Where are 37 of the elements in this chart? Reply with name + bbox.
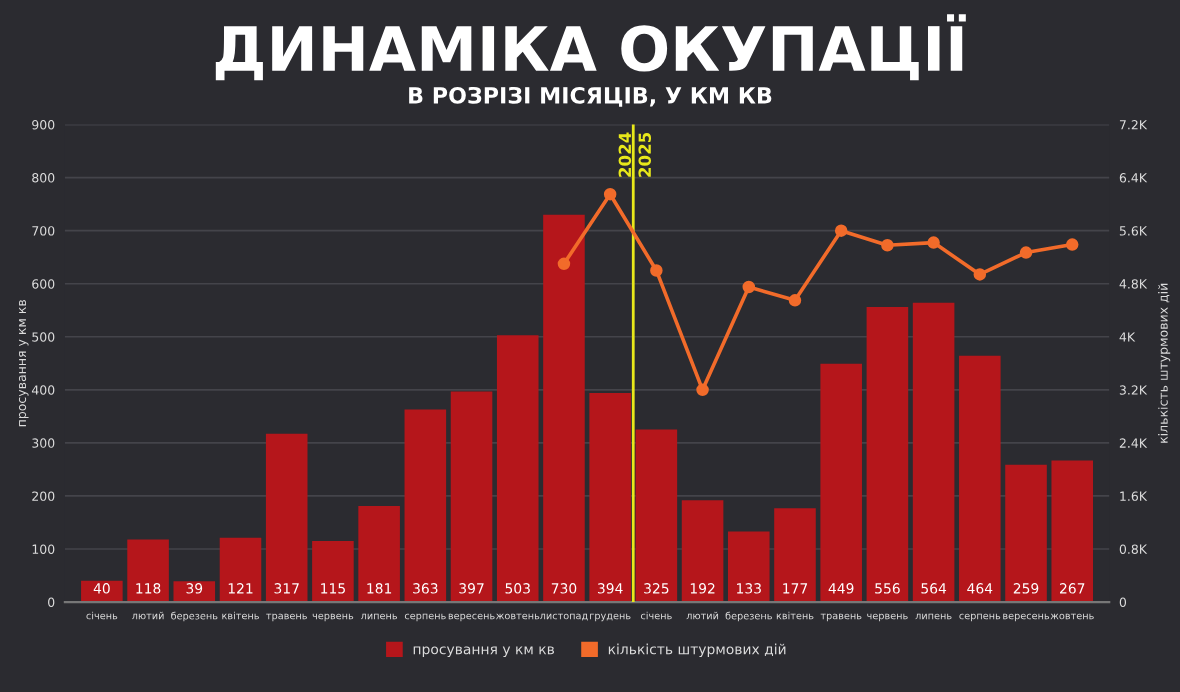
bar [727,531,770,603]
point [788,294,802,307]
point [1019,246,1033,259]
bar [450,391,493,603]
annotation: 2025 [638,132,652,177]
point [1065,238,1079,251]
bar [681,500,724,603]
point [742,280,756,294]
point [603,187,617,201]
bar [774,508,816,603]
point [927,236,940,249]
point [834,224,848,237]
bar [127,539,169,603]
bar [543,214,585,603]
ref-line-label: 2024 [618,132,632,177]
bar [589,393,631,603]
bar [635,429,678,603]
chart-title: ДИНАМІКА ОКУПАЦІЇ [215,14,966,81]
point [881,239,894,252]
bar [404,409,447,603]
point [650,264,663,277]
point [557,257,571,271]
bar [358,506,400,603]
bar [173,581,216,603]
point [696,383,709,397]
bar [1005,464,1047,603]
bar [820,363,862,603]
bar [912,302,955,603]
bar [312,541,354,603]
chart-subtitle: В РОЗРІЗІ МІСЯЦІВ, У КМ КВ [409,86,772,107]
point [973,268,987,281]
bar [959,355,1001,603]
bar [265,433,308,603]
bar [866,307,909,603]
bar [219,537,262,603]
bar [496,335,539,603]
bar [1051,460,1094,603]
